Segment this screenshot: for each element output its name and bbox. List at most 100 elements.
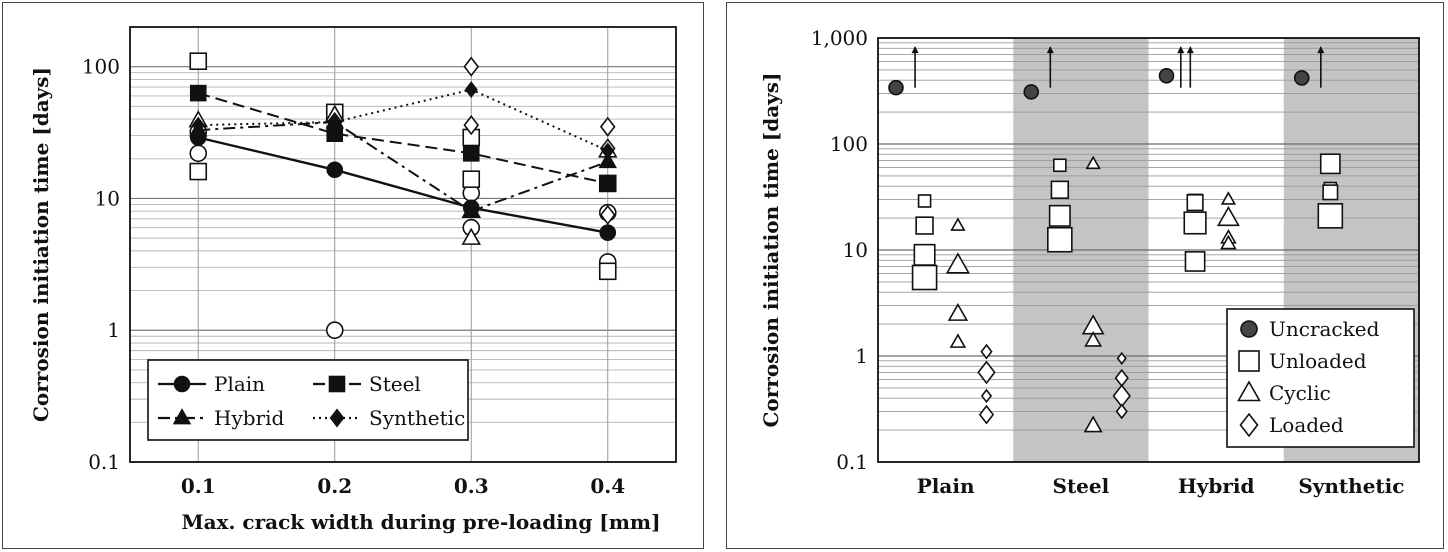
legend-marker-unloaded — [1238, 350, 1260, 372]
data-point-loaded — [980, 388, 993, 404]
x-tick-label: 0.2 — [317, 474, 352, 498]
y-axis-label: Corrosion initiation time [days] — [29, 67, 53, 422]
series-point-plain — [599, 224, 617, 241]
legend-label-loaded: Loaded — [1269, 413, 1344, 437]
data-point-unloaded — [917, 194, 932, 208]
legend-marker-loaded — [1239, 412, 1259, 438]
data-point-cyclic — [1220, 191, 1237, 205]
y-tick-label: 100 — [830, 132, 868, 156]
series-point-synthetic — [464, 81, 478, 99]
legend-marker-cyclic — [1237, 380, 1261, 402]
category-label-synthetic: Synthetic — [1298, 474, 1404, 498]
data-point-unloaded — [1047, 226, 1073, 253]
legend-marker-hybrid — [172, 408, 192, 425]
data-point-uncracked — [1023, 84, 1040, 100]
data-point-cyclic — [1083, 415, 1103, 433]
series-line-synthetic — [198, 88, 609, 152]
data-point-circle — [325, 321, 344, 340]
y-tick-label: 0.1 — [836, 450, 868, 474]
data-point-unloaded — [1184, 251, 1206, 272]
data-point-square — [462, 170, 481, 188]
series-point-hybrid — [462, 201, 481, 218]
series-point-plain — [326, 161, 344, 179]
arrow-head — [1177, 46, 1185, 54]
legend-box — [147, 359, 469, 441]
data-point-loaded — [1116, 351, 1127, 365]
arrow-head — [1186, 46, 1194, 54]
data-point-loaded — [977, 360, 996, 385]
data-point-loaded — [978, 404, 995, 425]
legend-label-synthetic: Synthetic — [369, 406, 465, 430]
y-tick-label: 1,000 — [811, 26, 868, 50]
data-point-uncracked — [1293, 70, 1310, 86]
data-point-cyclic — [1085, 155, 1101, 170]
data-point-diamond — [599, 116, 616, 137]
data-point-cyclic — [950, 217, 966, 231]
data-point-loaded — [980, 343, 993, 360]
data-point-unloaded — [1319, 153, 1341, 175]
data-point-square — [189, 52, 208, 71]
legend-marker-steel — [328, 375, 346, 393]
series-point-synthetic — [328, 113, 342, 131]
arrow-head — [1317, 46, 1325, 54]
series-point-hybrid — [598, 151, 617, 169]
category-label-steel: Steel — [1053, 474, 1110, 498]
data-point-cyclic — [1084, 330, 1103, 347]
legend-label-unloaded: Unloaded — [1269, 349, 1367, 373]
right-chart: 0.1 1 10 100 1,000 Plain Steel Hybrid Synthetic C… — [759, 26, 1420, 498]
data-point-loaded — [1115, 403, 1128, 420]
data-point-triangle — [461, 227, 482, 245]
arrow-head — [1046, 46, 1054, 54]
y-tick-label: 100 — [82, 55, 120, 79]
x-tick-label: 0.4 — [590, 474, 625, 498]
legend-label-hybrid: Hybrid — [214, 406, 285, 430]
data-point-uncracked — [888, 79, 904, 96]
legend-marker-plain — [173, 375, 191, 393]
arrow-head — [911, 46, 919, 54]
series-point-steel — [189, 84, 207, 102]
series-point-synthetic — [601, 142, 615, 160]
series-point-steel — [462, 145, 480, 162]
data-point-diamond — [463, 56, 480, 77]
legend-label-plain: Plain — [214, 372, 265, 396]
data-point-cyclic — [947, 302, 969, 321]
data-point-cyclic — [949, 333, 967, 348]
plot-area-border — [877, 37, 1420, 463]
data-point-unloaded — [1186, 194, 1204, 212]
data-point-cyclic — [945, 252, 970, 274]
legend-marker-synthetic — [329, 408, 345, 428]
data-point-unloaded — [1183, 211, 1207, 235]
data-point-cyclic — [1220, 234, 1237, 250]
data-point-cyclic — [1216, 205, 1240, 227]
data-point-unloaded — [1050, 180, 1070, 199]
y-tick-label: 10 — [843, 238, 868, 262]
series-line-hybrid — [198, 121, 609, 213]
series-point-synthetic — [191, 116, 205, 134]
data-point-unloaded — [913, 243, 936, 266]
data-point-circle — [189, 144, 208, 163]
data-point-unloaded — [911, 264, 938, 291]
legend-box — [1226, 308, 1415, 448]
data-point-unloaded — [1322, 184, 1339, 201]
y-tick-label: 1 — [855, 344, 868, 368]
y-tick-label: 0.1 — [88, 450, 120, 474]
legend-marker-uncracked — [1240, 320, 1258, 338]
series-point-steel — [599, 175, 617, 192]
data-point-diamond — [463, 115, 480, 136]
left-chart-frame — [2, 2, 704, 549]
y-tick-label: 10 — [95, 186, 120, 210]
data-point-unloaded — [1048, 204, 1071, 227]
legend-label-cyclic: Cyclic — [1269, 381, 1331, 405]
data-point-unloaded — [915, 216, 934, 235]
x-axis-label: Max. crack width during pre-loading [mm] — [181, 510, 660, 534]
y-tick-label: 1 — [107, 318, 120, 342]
data-point-unloaded — [1053, 158, 1067, 173]
category-label-hybrid: Hybrid — [1178, 474, 1255, 498]
series-line-plain — [197, 136, 608, 234]
data-point-uncracked — [1158, 67, 1175, 84]
plot-area-border — [129, 26, 677, 463]
x-tick-label: 0.3 — [454, 474, 489, 498]
legend-label-uncracked: Uncracked — [1269, 317, 1380, 341]
left-chart: 0.1 1 10 100 0.1 0.2 0.3 0.4 Max. crack width du… — [29, 26, 677, 534]
